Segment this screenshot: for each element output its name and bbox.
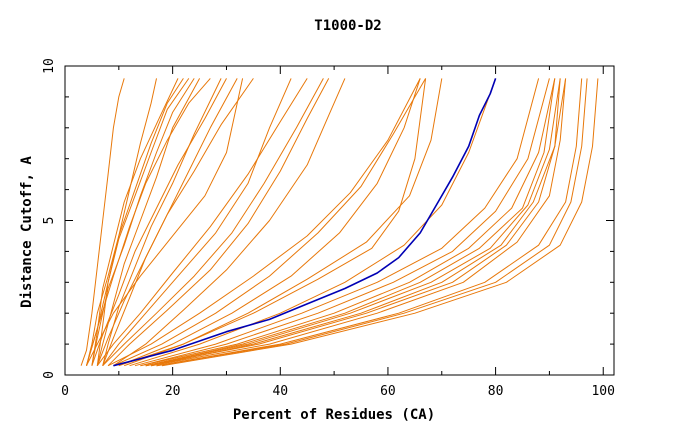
series-line-1: [80, 78, 125, 366]
series-line-10: [102, 78, 254, 366]
series-line-31: [145, 78, 567, 367]
series-line-14: [102, 78, 292, 366]
series-line-30: [150, 78, 561, 367]
series-lines: [80, 78, 599, 367]
x-tick-label: 20: [165, 384, 181, 399]
series-line-9: [96, 78, 238, 366]
series-line-13: [86, 78, 244, 366]
series-line-12: [96, 78, 190, 366]
chart-title: T1000-D2: [314, 18, 381, 34]
series-line-5: [86, 78, 211, 366]
series-line-26: [140, 78, 550, 367]
series-line-24: [129, 78, 497, 367]
y-tick-label: 5: [42, 217, 57, 225]
y-tick-label: 0: [42, 371, 57, 379]
series-line-28: [145, 78, 556, 367]
x-tick-label: 0: [61, 384, 69, 399]
x-tick-label: 100: [591, 384, 614, 399]
series-line-20: [113, 78, 427, 367]
series-line-19: [107, 78, 421, 367]
highlight-series-line: [113, 78, 497, 367]
series-line-23: [118, 78, 427, 367]
series-line-18: [113, 78, 346, 367]
series-line-15: [96, 78, 308, 366]
series-line-25: [134, 78, 540, 367]
x-tick-label: 40: [272, 384, 288, 399]
x-tick-label: 60: [380, 384, 396, 399]
series-line-32: [151, 78, 567, 367]
series-line-21: [118, 78, 421, 367]
series-line-33: [156, 78, 583, 367]
series-line-29: [145, 78, 561, 367]
series-line-22: [124, 78, 443, 367]
series-line-27: [140, 78, 556, 367]
y-axis-title: Distance Cutoff, A: [19, 156, 35, 308]
x-axis-title: Percent of Residues (CA): [233, 407, 435, 423]
series-line-11: [91, 78, 179, 366]
series-line-16: [102, 78, 324, 367]
series-line-17: [107, 78, 330, 367]
axis-ticks: 0 20 40 60 80 100 0 5 10: [42, 58, 615, 399]
series-line-34: [161, 78, 599, 367]
y-tick-label: 10: [42, 58, 57, 74]
x-tick-label: 80: [488, 384, 504, 399]
series-line-6: [96, 78, 201, 366]
series-line-8: [91, 78, 227, 366]
series-line-35: [156, 78, 588, 367]
